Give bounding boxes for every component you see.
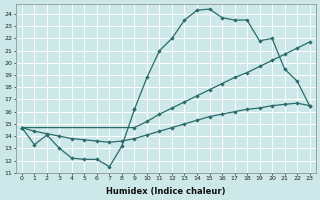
X-axis label: Humidex (Indice chaleur): Humidex (Indice chaleur) — [106, 187, 226, 196]
